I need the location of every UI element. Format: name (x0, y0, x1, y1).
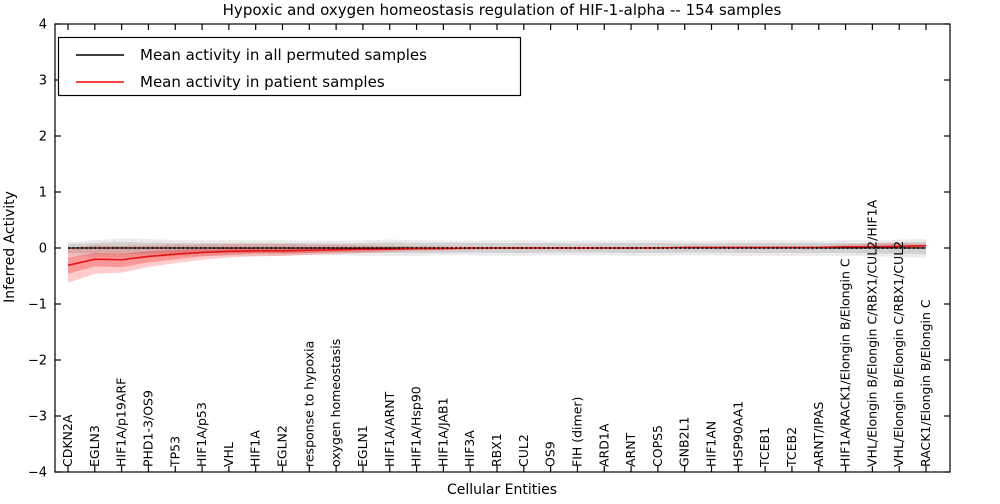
x-tick-label: PHD1-3/OS9 (140, 390, 155, 467)
x-tick-label: HSP90AA1 (730, 401, 745, 467)
x-axis-label: Cellular Entities (447, 482, 557, 498)
x-tick-label: OS9 (543, 441, 558, 467)
mean-lines (67, 244, 927, 267)
x-tick-label: HIF1A/ARNT (382, 391, 397, 467)
x-tick-label: EGLN3 (87, 425, 102, 467)
x-tick-label: response to hypoxia (301, 341, 316, 467)
x-tick-label: HIF1A/p53 (194, 402, 209, 467)
y-tick-label: 3 (39, 74, 47, 89)
x-tick-label: HIF3A (462, 430, 477, 467)
legend-permuted-label: Mean activity in all permuted samples (140, 46, 427, 64)
x-tick-label: FIH (dimer) (569, 397, 584, 467)
x-tick-label: HIF1A/RACK1/Elongin B/Elongin C (838, 258, 853, 467)
patient-outer-band (68, 242, 926, 283)
y-tick-label: −4 (28, 466, 47, 481)
x-tick-label: TP53 (167, 436, 182, 468)
y-tick-label: 2 (39, 130, 47, 145)
x-tick-label: CDKN2A (60, 414, 75, 467)
chart-title: Hypoxic and oxygen homeostasis regulatio… (223, 1, 782, 19)
x-tick-label: ARNT/IPAS (811, 402, 826, 467)
x-tick-label: VHL/Elongin B/Elongin C/RBX1/CUL2 (891, 241, 906, 467)
patient-mean-line (67, 244, 927, 267)
x-tick-label: HIF1A (248, 430, 263, 467)
x-tick-label: HIF1A/Hsp90 (409, 386, 424, 467)
confidence-bands (68, 238, 926, 283)
x-tick-label: CUL2 (516, 434, 531, 467)
y-tick-label: 0 (39, 242, 47, 257)
legend-patient-label: Mean activity in patient samples (140, 73, 385, 91)
patient-inner-band (68, 245, 926, 274)
x-tick-label: EGLN1 (355, 425, 370, 467)
y-axis-label: Inferred Activity (2, 191, 18, 303)
y-tick-label: 1 (39, 186, 47, 201)
x-tick-label: TCEB1 (757, 427, 772, 468)
x-tick-label: ARNT (623, 432, 638, 467)
x-tick-label: HIF1AN (704, 421, 719, 467)
x-tick-label: RBX1 (489, 433, 504, 467)
axes: 4 3 2 1 0 −1 −2 −3 −4 CDKN2A EGLN3 HIF1A/p19ARF PHD1… (28, 18, 951, 481)
x-tick-label: ARD1A (596, 423, 611, 467)
y-tick-label: 4 (39, 18, 47, 33)
x-tick-label: VHL/Elongin B/Elongin C/RBX1/CUL2/HIF1A (864, 199, 879, 467)
legend: Mean activity in all permuted samples Me… (57, 36, 522, 97)
x-tick-label: oxygen homeostasis (328, 339, 343, 467)
x-tick-label: TCEB2 (784, 427, 799, 468)
y-tick-label: −1 (28, 298, 47, 313)
x-tick-label: GNB2L1 (677, 417, 692, 467)
y-tick-label: −2 (28, 354, 47, 369)
legend-box (57, 36, 522, 97)
x-tick-label: HIF1A/p19ARF (114, 378, 129, 467)
y-tick-label: −3 (28, 410, 47, 425)
x-tick-label: COPS5 (650, 425, 665, 467)
x-tick-label: HIF1A/JAB1 (435, 397, 450, 467)
x-tick-label: EGLN2 (275, 425, 290, 467)
x-tick-label: VHL (221, 442, 236, 467)
x-tick-label: RACK1/Elongin B/Elongin C (918, 299, 933, 467)
